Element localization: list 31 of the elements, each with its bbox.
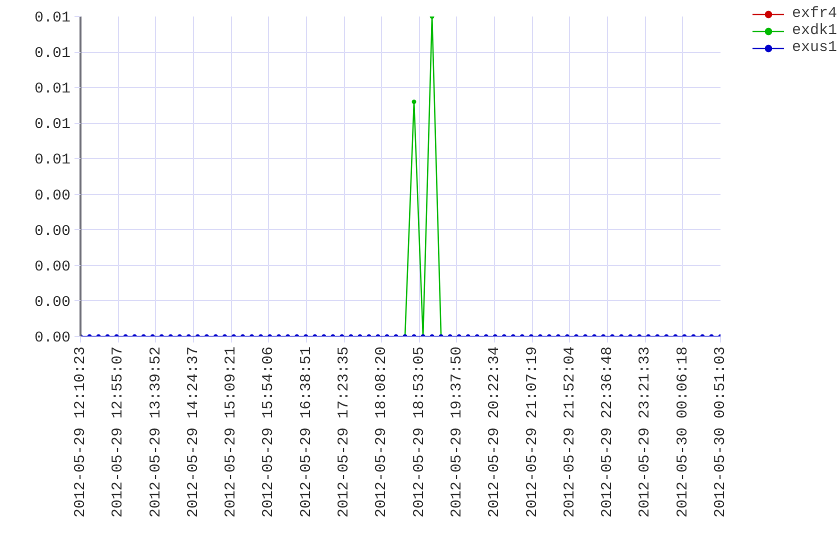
y-tick-label: 0.01 [34,152,71,169]
legend-label: exus1 [792,39,838,56]
x-tick-label: 2012-05-29 15:54:06 [260,346,278,518]
x-tick-label: 2012-05-29 12:55:07 [110,346,127,518]
x-tick-label: 2012-05-29 21:07:19 [524,346,541,518]
legend-label: exdk1 [792,22,838,39]
y-tick-label: 0.00 [34,258,71,276]
x-tick-label: 2012-05-29 14:24:37 [184,346,202,518]
x-tick-label: 2012-05-29 12:10:23 [72,346,89,518]
x-tick-label: 2012-05-29 19:37:50 [448,346,466,518]
x-tick-label: 2012-05-30 00:06:18 [674,346,692,518]
x-tick-label: 2012-05-29 22:36:48 [599,346,616,518]
x-tick-label: 2012-05-29 21:52:04 [561,346,578,518]
legend-label: exfr4 [792,5,838,22]
x-tick-label: 2012-05-30 00:51:03 [712,346,729,518]
y-tick-label: 0.00 [34,330,71,346]
y-tick-label: 0.01 [34,10,71,26]
x-tick-label: 2012-05-29 16:38:51 [298,346,315,518]
y-tick-label: 0.01 [34,80,71,98]
x-tick-label: 2012-05-29 17:23:35 [336,346,353,518]
x-tick-label: 2012-05-29 13:39:52 [147,346,164,518]
x-tick-label: 2012-05-29 15:09:21 [222,346,240,518]
x-tick-label: 2012-05-29 20:22:34 [486,346,504,518]
x-tick-label: 2012-05-29 23:21:33 [636,346,654,518]
y-tick-label: 0.01 [34,45,71,62]
x-tick-label: 2012-05-29 18:53:05 [410,346,428,518]
y-tick-label: 0.01 [34,116,71,134]
y-tick-label: 0.00 [34,187,71,204]
y-tick-label: 0.00 [34,294,71,311]
x-tick-label: 2012-05-29 18:08:20 [373,346,390,518]
y-tick-label: 0.00 [34,222,71,240]
